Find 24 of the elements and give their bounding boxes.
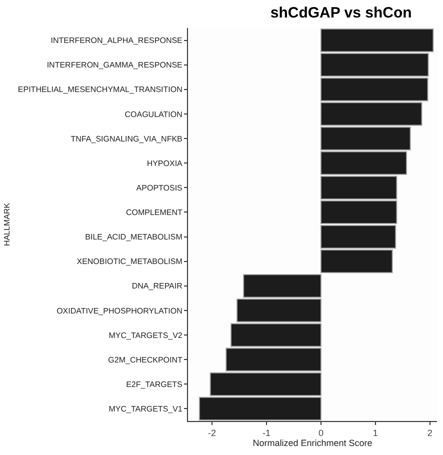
y-tick-label: MYC_TARGETS_V2 xyxy=(108,330,183,340)
y-tick-label: OXIDATIVE_PHOSPHORYLATION xyxy=(56,306,183,316)
y-tick-label: XENOBIOTIC_METABOLISM xyxy=(76,257,183,266)
y-tick-label: APOPTOSIS xyxy=(136,183,182,192)
y-tick-label: TNFA_SIGNALING_VIA_NFKB xyxy=(70,134,182,144)
x-tick-label: 2 xyxy=(427,428,432,438)
y-tick-label: COMPLEMENT xyxy=(126,208,183,218)
y-tick-label: DNA_REPAIR xyxy=(132,282,183,291)
x-tick-label: 1 xyxy=(372,428,378,438)
y-tick-label: INTERFERON_ALPHA_RESPONSE xyxy=(50,36,182,46)
chart-title: shCdGAP vs shCon xyxy=(270,4,412,22)
y-tick-label: EPITHELIAL_MESENCHYMAL_TRANSITION xyxy=(18,85,183,94)
y-tick-label: INTERFERON_GAMMA_RESPONSE xyxy=(46,60,182,70)
y-axis-title: HALLMARK xyxy=(2,202,12,246)
y-tick-label: BILE_ACID_METABOLISM xyxy=(85,232,183,242)
y-tick-label: HYPOXIA xyxy=(146,158,184,168)
y-tick-label: E2F_TARGETS xyxy=(126,380,182,389)
y-tick-label: COAGULATION xyxy=(124,110,183,119)
y-tick-label: G2M_CHECKPOINT xyxy=(108,355,183,364)
x-axis-title: Normalized Enrichment Score xyxy=(252,438,372,448)
y-tick-label: MYC_TARGETS_V1 xyxy=(108,404,183,414)
x-tick-label: -2 xyxy=(208,428,216,438)
x-tick-label: 0 xyxy=(318,428,324,438)
x-tick-label: -1 xyxy=(262,428,270,438)
